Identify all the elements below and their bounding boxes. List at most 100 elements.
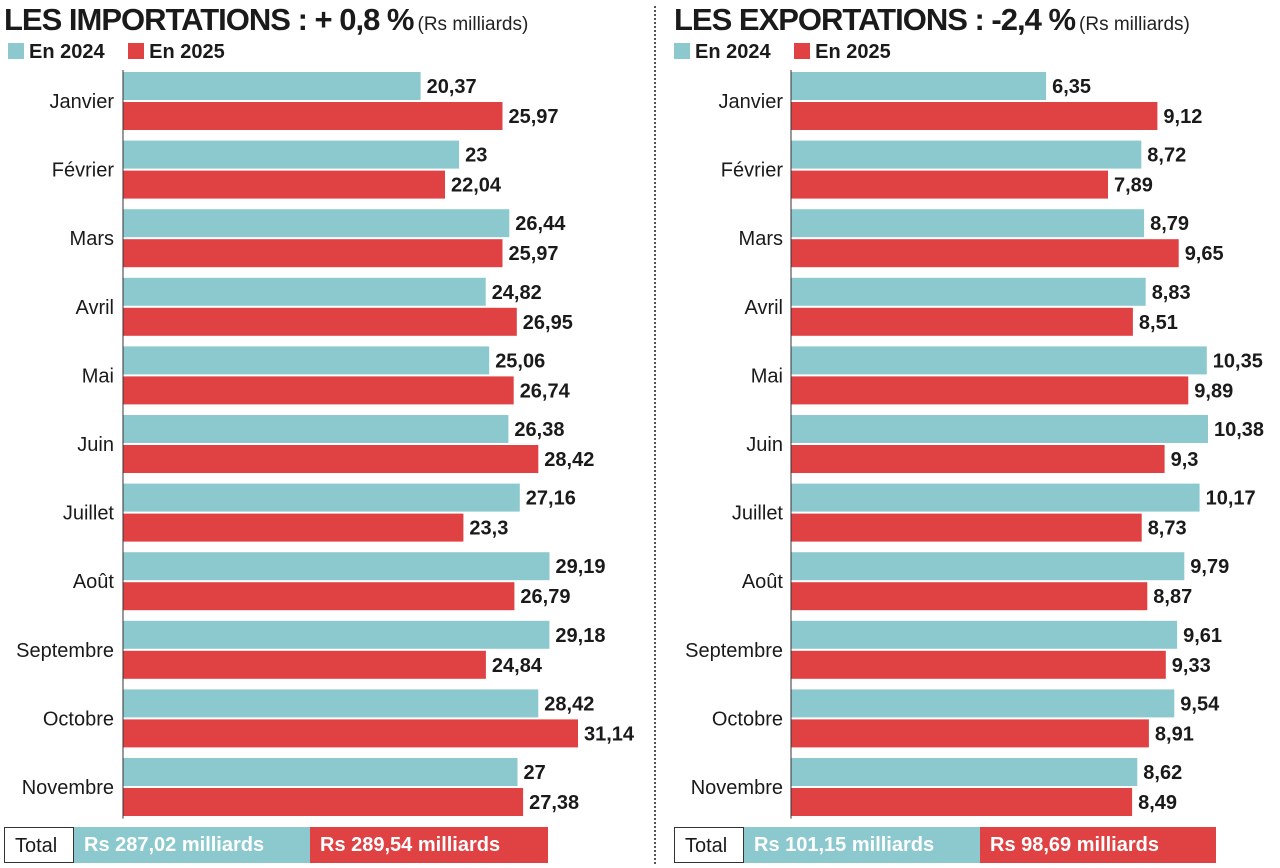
exports-value-label-2024: 10,38 bbox=[1214, 419, 1264, 441]
exports-category-label: Avril bbox=[744, 297, 783, 319]
exports-bar-2024 bbox=[791, 346, 1207, 375]
exports-value-label-2024: 9,79 bbox=[1190, 556, 1229, 578]
exports-value-label-2025: 9,12 bbox=[1163, 106, 1202, 128]
exports-bar-2025 bbox=[791, 376, 1189, 405]
imports-value-label-2024: 26,44 bbox=[515, 213, 566, 235]
exports-value-label-2024: 8,62 bbox=[1143, 762, 1182, 784]
exports-bar-2025 bbox=[791, 239, 1179, 268]
imports-value-label-2024: 25,06 bbox=[495, 350, 545, 372]
imports-value-label-2025: 28,42 bbox=[544, 449, 594, 471]
exports-bar-2025 bbox=[791, 445, 1165, 473]
exports-value-label-2025: 8,73 bbox=[1148, 518, 1187, 540]
exports-category-label: Mars bbox=[739, 228, 783, 250]
imports-bar-2024 bbox=[123, 209, 510, 238]
legend-label-2024: En 2024 bbox=[695, 41, 771, 63]
exports-total-2024: Rs 101,15 milliards bbox=[744, 827, 980, 863]
exports-category-label: Mai bbox=[751, 365, 783, 387]
imports-bar-2025 bbox=[123, 102, 503, 130]
imports-value-label-2024: 28,42 bbox=[544, 693, 594, 715]
imports-bar-2024 bbox=[123, 140, 460, 169]
exports-value-label-2024: 6,35 bbox=[1052, 76, 1091, 98]
imports-title: LES IMPORTATIONS : + 0,8 % (Rs milliards) bbox=[4, 2, 528, 38]
imports-category-label: Juin bbox=[77, 434, 114, 456]
imports-category-label: Avril bbox=[75, 297, 114, 319]
imports-category-label: Mai bbox=[82, 365, 114, 387]
exports-bar-2025 bbox=[791, 102, 1158, 130]
exports-bar-2025 bbox=[791, 582, 1148, 611]
imports-bar-2025 bbox=[123, 788, 524, 816]
exports-value-label-2025: 9,89 bbox=[1194, 380, 1233, 402]
exports-category-label: Juin bbox=[746, 434, 783, 456]
legend-2025: En 2025 bbox=[794, 41, 891, 64]
imports-bar-2024 bbox=[123, 72, 421, 100]
imports-value-label-2024: 29,18 bbox=[555, 625, 605, 647]
exports-bar-2024 bbox=[791, 552, 1185, 581]
exports-value-label-2025: 7,89 bbox=[1114, 175, 1153, 197]
exports-title: LES EXPORTATIONS : -2,4 % (Rs milliards) bbox=[674, 2, 1190, 38]
legend-2024: En 2024 bbox=[674, 41, 771, 64]
legend-swatch-2025 bbox=[128, 43, 145, 59]
exports-value-label-2024: 8,79 bbox=[1150, 213, 1189, 235]
exports-value-label-2025: 9,65 bbox=[1185, 243, 1224, 265]
exports-value-label-2024: 8,72 bbox=[1147, 145, 1186, 167]
imports-value-label-2025: 31,14 bbox=[584, 723, 635, 745]
imports-bar-2025 bbox=[123, 307, 517, 336]
imports-bar-2025 bbox=[123, 170, 445, 199]
exports-value-label-2025: 8,49 bbox=[1138, 792, 1177, 814]
imports-value-label-2025: 24,84 bbox=[492, 655, 543, 677]
exports-value-label-2025: 8,51 bbox=[1139, 312, 1178, 334]
exports-bar-2024 bbox=[791, 758, 1138, 786]
imports-value-label-2025: 26,74 bbox=[520, 380, 571, 402]
imports-bar-2024 bbox=[123, 620, 550, 649]
imports-value-label-2025: 26,95 bbox=[523, 312, 573, 334]
exports-value-label-2025: 8,87 bbox=[1153, 586, 1192, 608]
imports-totals-row: Total Rs 287,02 milliards Rs 289,54 mill… bbox=[4, 827, 548, 863]
imports-category-label: Octobre bbox=[43, 708, 114, 730]
exports-category-label: Janvier bbox=[719, 91, 784, 113]
imports-category-label: Août bbox=[73, 571, 115, 593]
exports-chart: Janvier 6,35 9,12 Février 8,72 7,89 Mars 8,79 9,… bbox=[685, 70, 1264, 819]
imports-legend: En 2024 En 2025 bbox=[8, 41, 243, 64]
imports-total-label: Total bbox=[4, 827, 74, 863]
imports-chart: Janvier 20,37 25,97 Février 23 22,04 Mars 26,44… bbox=[16, 70, 635, 819]
exports-value-label-2025: 8,91 bbox=[1155, 723, 1194, 745]
exports-bar-2025 bbox=[791, 307, 1133, 336]
exports-category-label: Septembre bbox=[685, 640, 783, 662]
imports-value-label-2025: 26,79 bbox=[520, 586, 570, 608]
imports-bar-2024 bbox=[123, 758, 518, 786]
exports-bar-2024 bbox=[791, 209, 1145, 238]
exports-value-label-2024: 10,17 bbox=[1206, 488, 1256, 510]
imports-bar-2024 bbox=[123, 552, 550, 581]
imports-value-label-2025: 25,97 bbox=[509, 243, 559, 265]
imports-bar-2024 bbox=[123, 415, 509, 443]
imports-category-label: Février bbox=[52, 160, 115, 182]
imports-category-label: Juillet bbox=[63, 503, 115, 525]
imports-value-label-2025: 23,3 bbox=[469, 518, 508, 540]
exports-value-label-2024: 8,83 bbox=[1152, 282, 1191, 304]
imports-value-label-2024: 23 bbox=[465, 145, 487, 167]
imports-bar-2025 bbox=[123, 376, 514, 405]
exports-bar-2024 bbox=[791, 689, 1175, 718]
imports-bar-2025 bbox=[123, 650, 486, 679]
exports-value-label-2025: 9,33 bbox=[1172, 655, 1211, 677]
imports-total-2025: Rs 289,54 milliards bbox=[310, 827, 548, 863]
imports-value-label-2024: 27,16 bbox=[526, 488, 576, 510]
exports-bar-2024 bbox=[791, 72, 1047, 100]
legend-2024: En 2024 bbox=[8, 41, 105, 64]
imports-bar-2025 bbox=[123, 513, 464, 542]
exports-value-label-2025: 9,3 bbox=[1171, 449, 1199, 471]
exports-bar-2024 bbox=[791, 277, 1146, 306]
exports-bar-2025 bbox=[791, 513, 1142, 542]
exports-bar-2025 bbox=[791, 650, 1166, 679]
exports-value-label-2024: 10,35 bbox=[1213, 350, 1263, 372]
imports-category-label: Septembre bbox=[16, 640, 114, 662]
legend-label-2024: En 2024 bbox=[29, 41, 105, 63]
imports-value-label-2024: 27 bbox=[524, 762, 546, 784]
imports-category-label: Janvier bbox=[50, 91, 115, 113]
exports-bar-2024 bbox=[791, 620, 1178, 649]
imports-unit: (Rs milliards) bbox=[417, 14, 529, 35]
exports-bar-2025 bbox=[791, 788, 1133, 816]
imports-value-label-2025: 25,97 bbox=[509, 106, 559, 128]
exports-category-label: Octobre bbox=[712, 708, 783, 730]
imports-bar-2025 bbox=[123, 719, 578, 748]
